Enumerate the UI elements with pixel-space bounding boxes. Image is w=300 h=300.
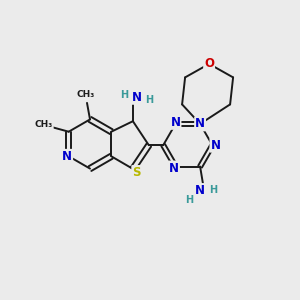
Text: O: O xyxy=(204,57,214,70)
Text: H: H xyxy=(208,184,217,195)
Text: N: N xyxy=(210,139,220,152)
Text: H: H xyxy=(145,95,154,105)
Text: CH₃: CH₃ xyxy=(76,90,94,99)
Text: S: S xyxy=(132,166,141,179)
Text: N: N xyxy=(195,184,205,197)
Text: N: N xyxy=(169,161,179,175)
Text: N: N xyxy=(132,91,142,104)
Text: H: H xyxy=(185,195,194,206)
Text: N: N xyxy=(170,116,181,129)
Text: N: N xyxy=(195,117,205,130)
Text: H: H xyxy=(120,90,129,100)
Text: N: N xyxy=(62,150,72,163)
Text: CH₃: CH₃ xyxy=(35,120,53,129)
